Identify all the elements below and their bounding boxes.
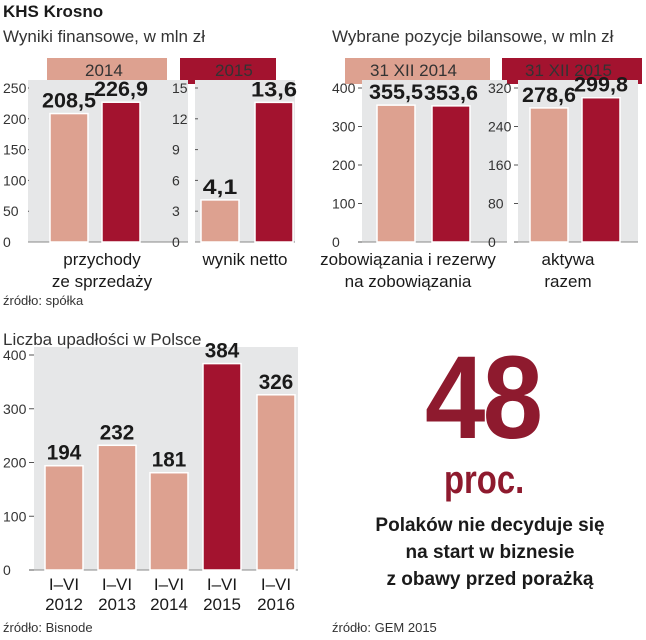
data-label-1-0: 4,1	[203, 176, 238, 199]
category-label-4-2-1: 2014	[150, 595, 188, 614]
legend-label-31xii2014: 31 XII 2014	[370, 61, 457, 80]
y-tick-label-2-2: 200	[332, 157, 356, 173]
data-label-3-0: 278,6	[522, 84, 576, 107]
data-label-2-1: 353,6	[424, 82, 478, 105]
stat-unit: proc.	[444, 458, 525, 502]
category-label-4-1-1: 2013	[98, 595, 136, 614]
category-label-4-3-0: I–VI	[207, 575, 237, 594]
y-tick-label-0-2: 100	[3, 172, 27, 188]
y-tick-label-1-5: 15	[172, 80, 188, 96]
y-tick-label-2-3: 300	[332, 119, 356, 135]
y-tick-label-4-3: 300	[3, 401, 27, 417]
bankruptcy-title: Liczba upadłości w Polsce	[3, 330, 202, 349]
stat-line-2: na start w biznesie	[405, 542, 575, 563]
category-label-4-4-1: 2016	[257, 595, 295, 614]
category-label-4-0-1: 2012	[45, 595, 83, 614]
bar-4-2	[149, 471, 189, 571]
legend-swatch-31xii2014	[345, 58, 490, 84]
bar-0-1	[101, 101, 141, 243]
data-label-4-0: 194	[47, 442, 82, 465]
bar-0-0	[49, 112, 89, 243]
category-label-2-1: na zobowiązania	[345, 272, 472, 291]
y-tick-label-0-0: 0	[3, 234, 11, 250]
category-label-0-0: przychody	[63, 250, 141, 269]
y-tick-label-1-3: 9	[172, 142, 180, 158]
bar-4-1	[97, 444, 137, 571]
source-company: źródło: spółka	[3, 293, 84, 308]
y-tick-label-2-0: 0	[332, 234, 340, 250]
data-label-1-1: 13,6	[251, 78, 297, 101]
y-tick-label-1-1: 3	[172, 203, 180, 219]
category-label-3-1: razem	[544, 272, 591, 291]
legend-label-2014: 2014	[85, 61, 123, 80]
y-tick-label-1-0: 0	[172, 234, 180, 250]
y-tick-label-3-1: 80	[488, 196, 504, 212]
data-label-2-0: 355,5	[369, 81, 423, 104]
main-title: KHS Krosno	[3, 2, 104, 21]
stat-line-3: z obawy przed porażką	[386, 569, 594, 590]
y-tick-label-4-4: 400	[3, 347, 27, 363]
y-tick-label-0-3: 150	[3, 142, 27, 158]
category-label-3-0: aktywa	[542, 250, 595, 269]
category-label-0-1: ze sprzedaży	[52, 272, 153, 291]
y-tick-label-3-4: 320	[488, 80, 512, 96]
category-label-4-4-0: I–VI	[261, 575, 291, 594]
y-tick-label-2-4: 400	[332, 80, 356, 96]
subtitle-financial: Wyniki finansowe, w mln zł	[3, 27, 206, 46]
bar-2-1	[431, 105, 471, 243]
bar-1-0	[200, 199, 240, 243]
y-tick-label-4-0: 0	[3, 562, 11, 578]
bar-3-0	[529, 107, 569, 243]
data-label-3-1: 299,8	[574, 74, 628, 97]
data-label-4-3: 384	[205, 340, 240, 363]
y-tick-label-3-3: 240	[488, 119, 512, 135]
category-label-4-2-0: I–VI	[154, 575, 184, 594]
bar-4-0	[44, 464, 84, 571]
y-tick-label-2-1: 100	[332, 196, 356, 212]
y-tick-label-0-1: 50	[3, 203, 19, 219]
category-label-2-0: zobowiązania i rezerwy	[320, 250, 496, 269]
category-label-4-0-0: I–VI	[49, 575, 79, 594]
legend-swatch-2014	[47, 58, 167, 84]
y-tick-label-0-4: 200	[3, 111, 27, 127]
data-label-4-1: 232	[100, 421, 135, 444]
legend-swatch-31xii2015	[502, 58, 642, 84]
bar-2-0	[376, 104, 416, 243]
y-tick-label-1-2: 6	[172, 172, 180, 188]
stat-number: 48	[425, 332, 543, 464]
source-gem: źródło: GEM 2015	[332, 620, 437, 635]
legend-label-31xii2015: 31 XII 2015	[525, 61, 612, 80]
bar-4-4	[256, 394, 296, 571]
data-label-0-0: 208,5	[42, 90, 96, 113]
y-tick-label-4-2: 200	[3, 455, 27, 471]
category-label-1-0: wynik netto	[201, 250, 287, 269]
source-bisnode: źródło: Bisnode	[3, 620, 93, 635]
bar-4-3	[202, 362, 242, 571]
data-label-0-1: 226,9	[94, 78, 148, 101]
data-label-4-4: 326	[259, 371, 294, 394]
subtitle-balance: Wybrane pozycje bilansowe, w mln zł	[332, 27, 614, 46]
y-tick-label-1-4: 12	[172, 111, 188, 127]
y-tick-label-0-5: 250	[3, 80, 27, 96]
y-tick-label-3-0: 0	[488, 234, 496, 250]
y-tick-label-3-2: 160	[488, 157, 512, 173]
y-tick-label-4-1: 100	[3, 508, 27, 524]
bar-3-1	[581, 96, 621, 243]
bar-1-1	[254, 101, 294, 243]
stat-line-1: Polaków nie decyduje się	[375, 515, 605, 536]
legend-label-2015: 2015	[215, 61, 253, 80]
data-label-4-2: 181	[152, 449, 187, 472]
legend-swatch-2015	[180, 58, 276, 84]
category-label-4-1-0: I–VI	[102, 575, 132, 594]
category-label-4-3-1: 2015	[203, 595, 241, 614]
